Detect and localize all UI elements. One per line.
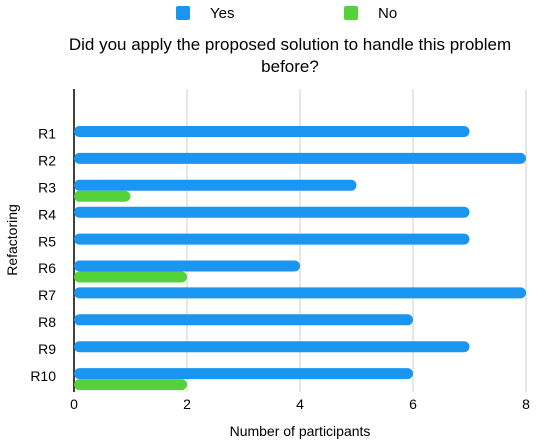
bar-no-R6 [74, 271, 187, 283]
legend-swatch-yes [176, 6, 190, 20]
x-tick-label: 8 [522, 396, 530, 412]
y-tick-label: R4 [38, 206, 56, 222]
chart-title: Did you apply the proposed solution to h… [68, 35, 512, 76]
x-tick-label: 0 [70, 396, 78, 412]
x-tick-label: 4 [296, 396, 304, 412]
legend-label-yes: Yes [210, 4, 235, 22]
y-tick-label: R9 [38, 341, 56, 357]
legend: Yes No [0, 3, 544, 23]
y-tick-label: R8 [38, 314, 56, 330]
bar-yes-R3 [74, 179, 357, 191]
bar-yes-R7 [74, 287, 526, 299]
bar-no-R10 [74, 379, 187, 391]
y-tick-label: R5 [38, 233, 56, 249]
y-tick-label: R3 [38, 180, 56, 196]
bar-yes-R5 [74, 233, 470, 245]
y-tick-label: R2 [38, 153, 56, 169]
bar-yes-R1 [74, 126, 470, 137]
x-tick-label: 2 [183, 396, 191, 412]
x-tick-label: 6 [409, 396, 417, 412]
legend-item-yes: Yes [176, 3, 234, 23]
legend-item-no: No [344, 3, 397, 23]
y-tick-label: R6 [38, 260, 56, 276]
bar-yes-R2 [74, 152, 526, 164]
legend-label-no: No [378, 4, 398, 22]
y-tick-label: R7 [38, 287, 56, 303]
bar-yes-R9 [74, 341, 470, 353]
y-tick-label: R1 [38, 126, 56, 142]
y-axis-title: Refactoring [4, 204, 20, 276]
bar-yes-R6 [74, 260, 300, 272]
x-axis-title: Number of participants [230, 423, 371, 439]
bar-yes-R8 [74, 314, 413, 326]
bar-yes-R4 [74, 206, 470, 218]
bar-no-R3 [74, 190, 131, 202]
legend-swatch-no [344, 6, 358, 20]
bar-yes-R10 [74, 368, 413, 380]
y-tick-label: R10 [30, 368, 56, 384]
